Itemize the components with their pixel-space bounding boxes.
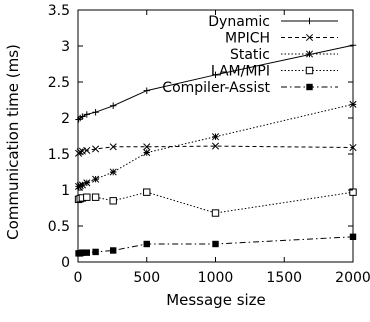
legend-marker [306, 83, 313, 91]
legend-marker [305, 66, 314, 75]
data-point [92, 109, 99, 116]
axis-layer: 0 0.5 1 1.5 2 2.5 3 3.5 0 500 1000 1500 2000 [48, 3, 370, 286]
data-point [83, 111, 90, 118]
data-point [83, 193, 91, 201]
y-tick-label: 1 [61, 183, 70, 199]
data-point [92, 175, 100, 183]
data-point [349, 143, 357, 152]
x-tick-label: 0 [74, 270, 83, 286]
x-tick-label: 500 [133, 270, 160, 286]
data-point [212, 71, 219, 78]
x-tick-label: 1000 [198, 270, 234, 286]
y-tick-label: 2.5 [48, 75, 70, 91]
data-point [143, 149, 151, 157]
y-tick-label: 2 [61, 111, 70, 127]
legend-label: Static [230, 47, 270, 63]
data-point [79, 249, 86, 256]
data-point [74, 182, 83, 190]
y-tick-label: 0 [61, 255, 70, 271]
data-point [109, 143, 117, 151]
series-layer [74, 42, 357, 257]
data-point [143, 240, 150, 248]
x-tick-label: 2000 [335, 270, 370, 286]
x-axis-label: Message size [166, 291, 266, 309]
legend-marker [305, 33, 314, 42]
legend-label: Dynamic [208, 14, 270, 30]
data-point [110, 247, 117, 254]
legend-label: LAM/MPI [211, 64, 270, 80]
data-point [83, 179, 91, 187]
data-point [110, 102, 117, 109]
series-lam-mpi [74, 188, 357, 217]
y-tick-label: 0.5 [48, 219, 70, 235]
data-point [211, 209, 220, 217]
y-tick-label: 1.5 [48, 147, 70, 163]
data-point [349, 188, 357, 196]
data-point [91, 193, 100, 201]
data-point [79, 113, 86, 120]
data-point [143, 143, 151, 151]
legend-marker [305, 50, 314, 58]
data-point [83, 249, 90, 256]
data-point [349, 233, 357, 240]
x-tick-label: 1500 [266, 270, 302, 286]
legend-label: Compiler-Assist [162, 80, 270, 96]
data-point [76, 182, 84, 190]
data-point [78, 181, 86, 189]
data-point [83, 146, 91, 154]
legend-marker [306, 17, 313, 25]
y-tick-label: 3.5 [48, 3, 70, 19]
data-point [211, 133, 220, 141]
series-static [74, 100, 357, 190]
y-axis-label: Communication time (ms) [4, 44, 22, 240]
data-point [211, 142, 220, 150]
series-mpich [74, 142, 357, 157]
data-point [143, 87, 150, 94]
series-line [78, 145, 354, 154]
data-point [349, 42, 357, 49]
data-point [349, 100, 357, 108]
data-point [92, 145, 100, 153]
data-point [109, 197, 117, 205]
legend-label: MPICH [225, 31, 270, 47]
y-tick-label: 3 [61, 39, 70, 55]
series-compiler-assist [75, 233, 357, 257]
data-point [212, 240, 219, 248]
data-point [109, 168, 117, 176]
data-point [143, 188, 151, 196]
data-point [92, 248, 99, 256]
